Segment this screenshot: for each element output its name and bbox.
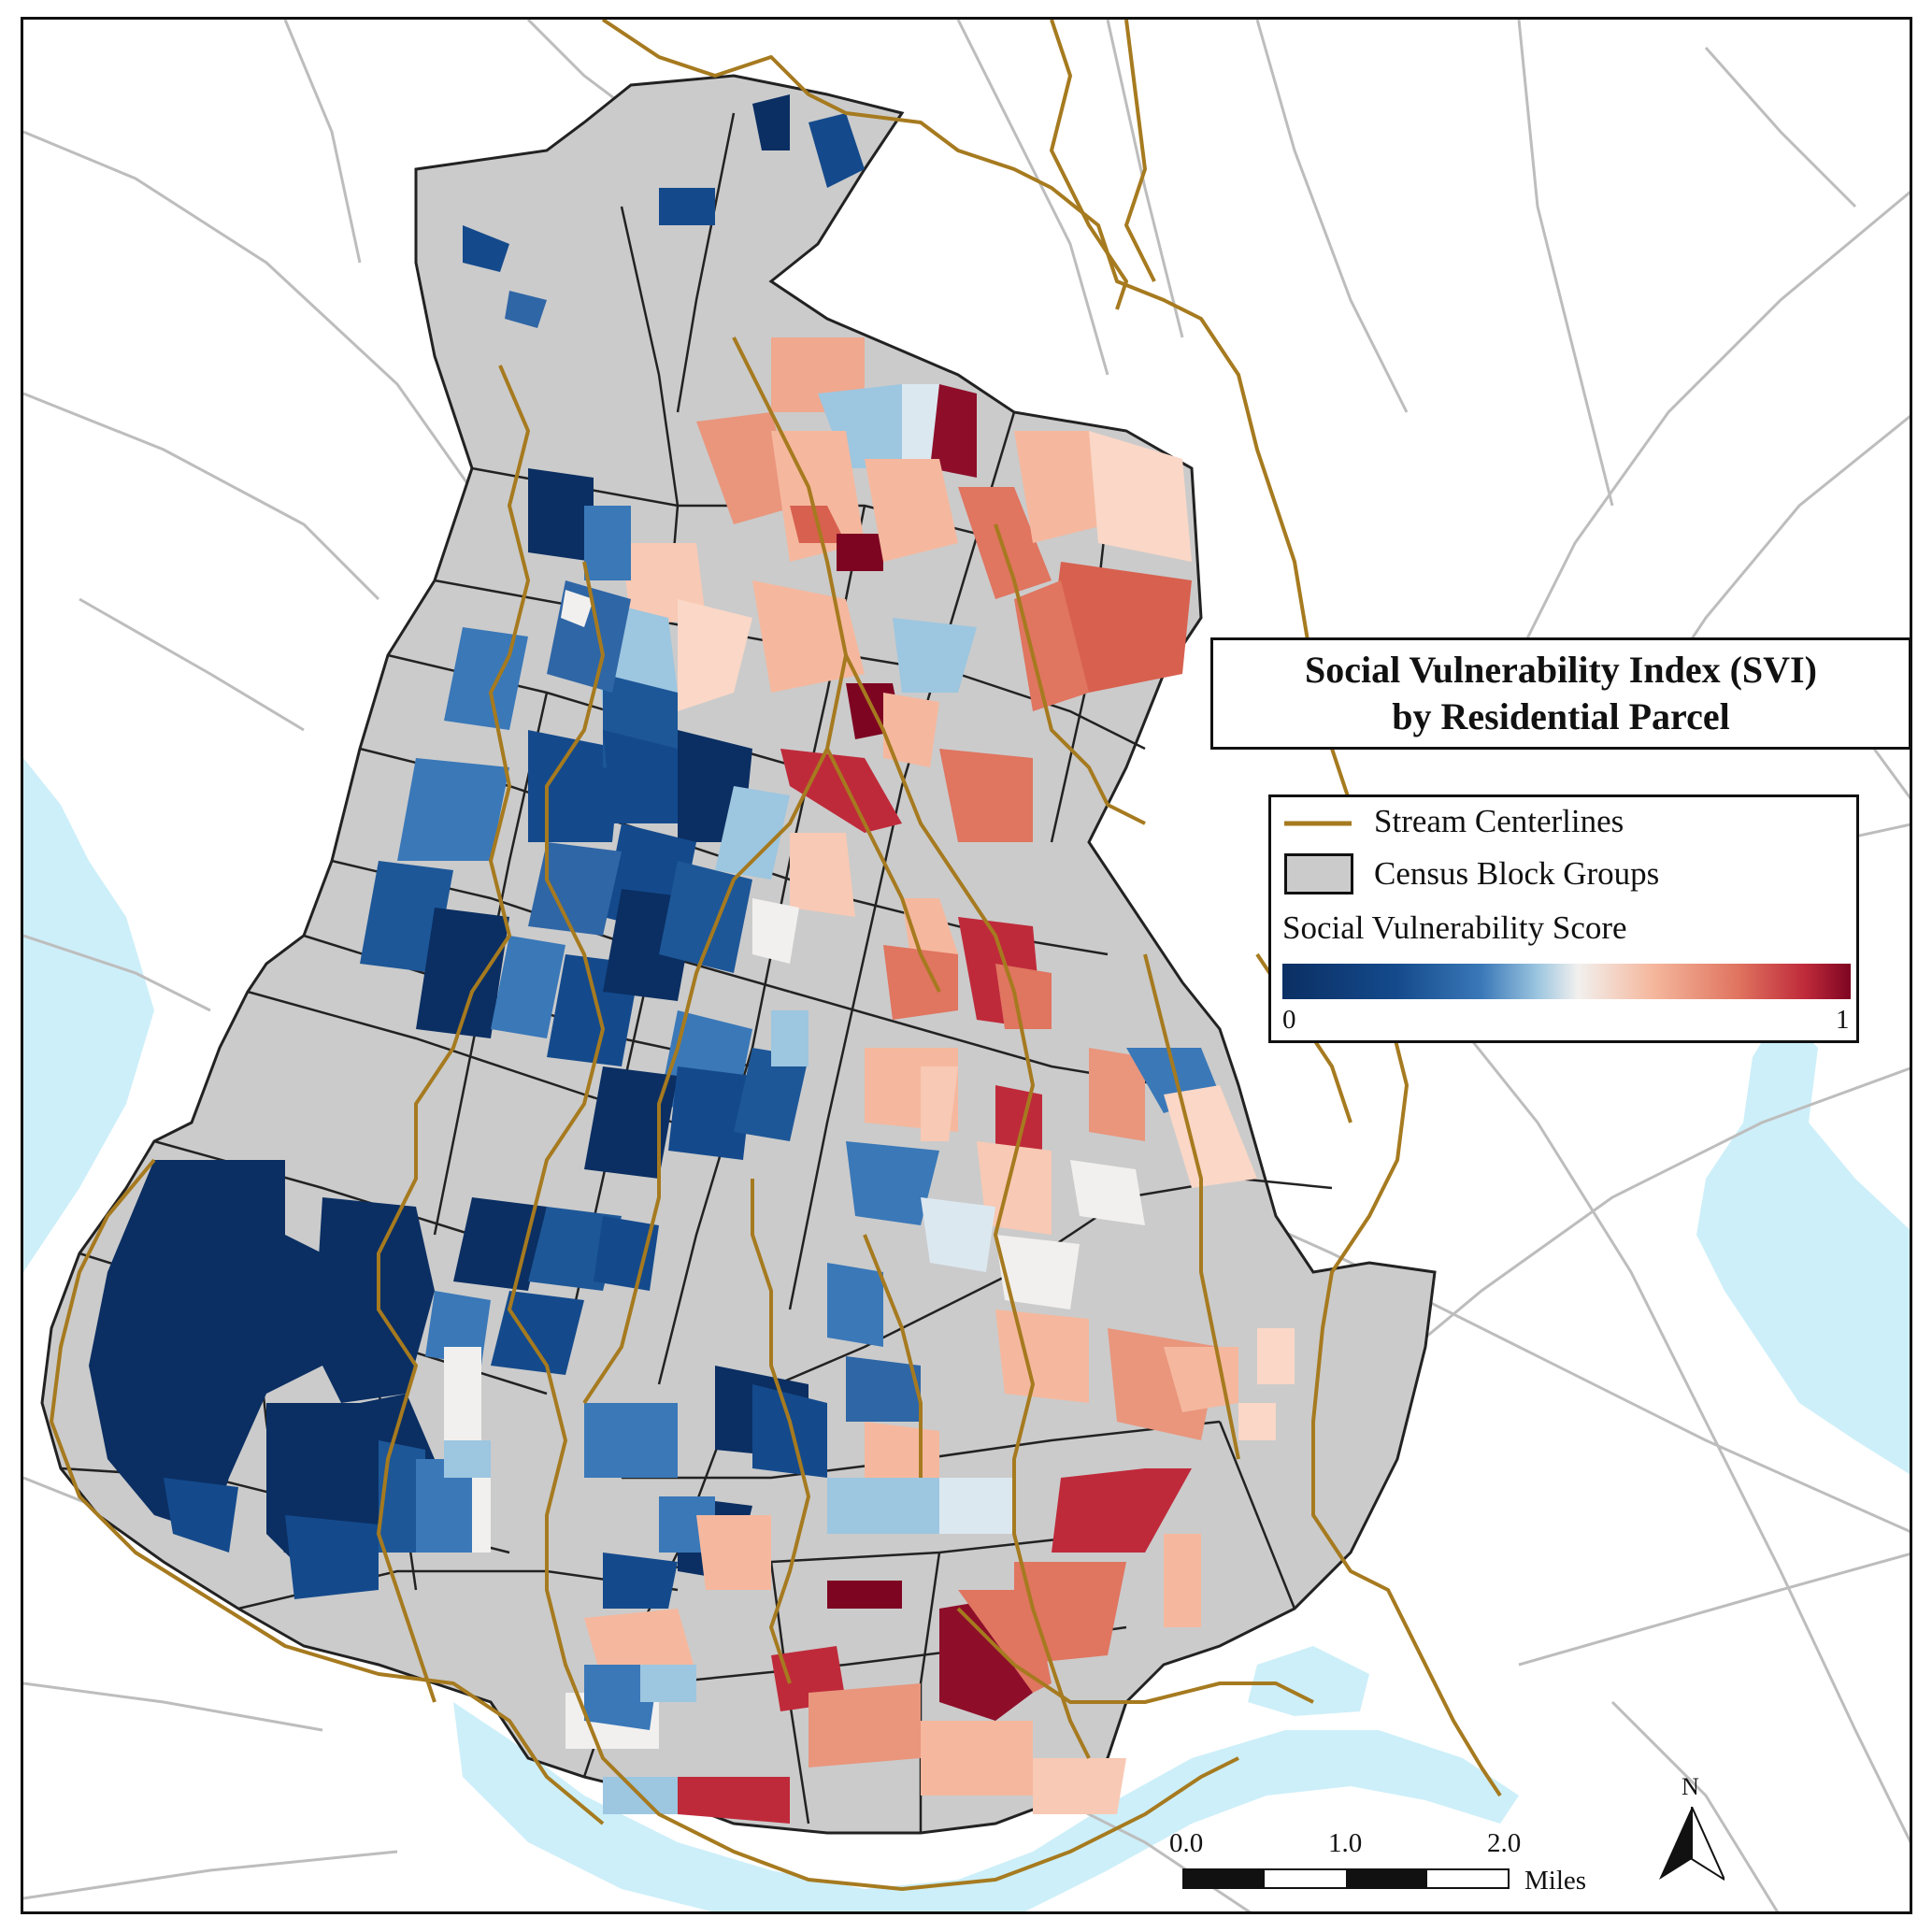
scale-tick-2: 2.0 (1487, 1828, 1522, 1858)
stream-legend-symbol (1284, 821, 1352, 826)
svi-legend-max: 1 (1836, 1005, 1850, 1035)
scale-tick-0: 0.0 (1169, 1828, 1204, 1858)
block-group-legend-label: Census Block Groups (1374, 855, 1660, 892)
svi-color-ramp (1282, 964, 1851, 999)
scale-unit: Miles (1524, 1866, 1587, 1896)
svi-parcels (89, 94, 1295, 1824)
stream-legend-label: Stream Centerlines (1374, 803, 1624, 839)
lake-east (1696, 1010, 1910, 1475)
map-title-box: Social Vulnerability Index (SVI) by Resi… (1210, 637, 1910, 750)
scale-bar (1182, 1868, 1510, 1889)
river-west (23, 758, 154, 1272)
map-legend: Stream Centerlines Census Block Groups S… (1268, 794, 1859, 1043)
map-title-line-2: by Residential Parcel (1392, 695, 1730, 737)
north-arrow: N (1659, 1773, 1724, 1882)
map-title-line-1: Social Vulnerability Index (SVI) (1305, 649, 1817, 691)
svi-legend-label: Social Vulnerability Score (1282, 909, 1627, 946)
map-frame: Social Vulnerability Index (SVI) by Resi… (21, 17, 1912, 1914)
north-arrow-label: N (1682, 1773, 1699, 1800)
map-canvas (23, 20, 1910, 1911)
river-south (453, 1702, 1519, 1911)
pond-southeast (1248, 1646, 1369, 1716)
water-layer (23, 758, 1910, 1911)
north-arrow-icon (1659, 1807, 1724, 1882)
svi-legend-min: 0 (1282, 1005, 1296, 1035)
block-group-legend-symbol (1284, 853, 1353, 894)
scale-tick-1: 1.0 (1328, 1828, 1363, 1858)
